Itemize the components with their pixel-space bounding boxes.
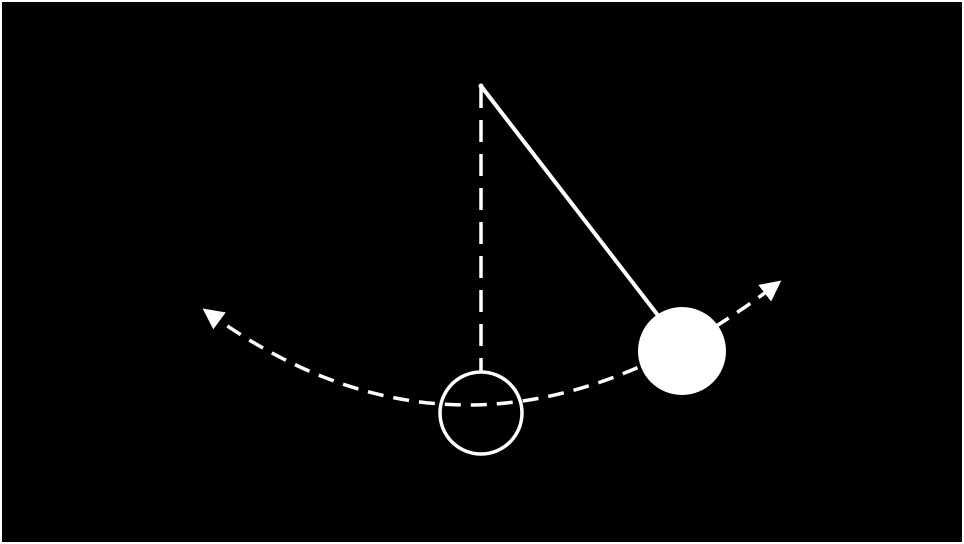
pendulum-string bbox=[479, 84, 662, 320]
displaced-bob bbox=[638, 307, 726, 395]
rest-bob-outline bbox=[438, 370, 524, 456]
pivot-point bbox=[478, 83, 484, 89]
